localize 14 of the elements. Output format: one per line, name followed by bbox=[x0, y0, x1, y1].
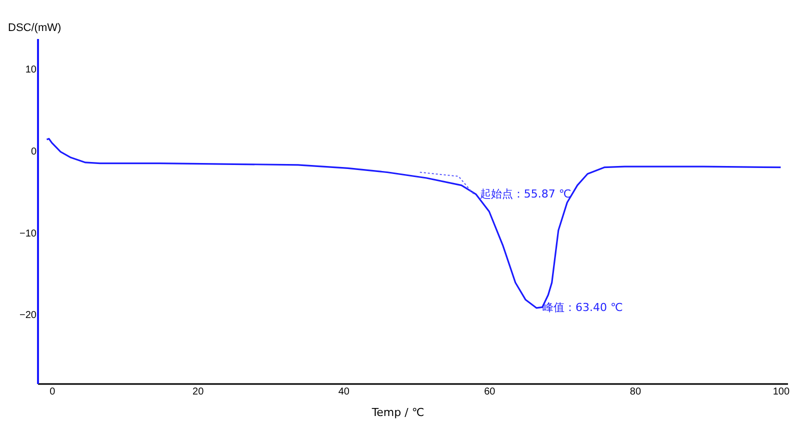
x-tick-label: 80 bbox=[630, 386, 642, 398]
annotation: 起始点：55.87 ℃ bbox=[480, 187, 572, 200]
y-tick-label: −10 bbox=[20, 228, 37, 240]
y-axis-title: DSC/(mW) bbox=[8, 22, 62, 34]
y-tick-label: 0 bbox=[30, 146, 37, 158]
x-tick-label: 100 bbox=[772, 386, 790, 398]
x-tick-label: 40 bbox=[338, 386, 350, 398]
y-tick-label: −20 bbox=[20, 310, 37, 322]
x-axis-title: Temp / ℃ bbox=[370, 406, 424, 419]
x-tick-label: 0 bbox=[50, 386, 56, 398]
x-tick-label: 60 bbox=[484, 386, 496, 398]
x-tick-label: 20 bbox=[192, 386, 204, 398]
annotation: 峰值：63.40 ℃ bbox=[542, 300, 623, 314]
y-tick-label: 10 bbox=[25, 64, 37, 76]
